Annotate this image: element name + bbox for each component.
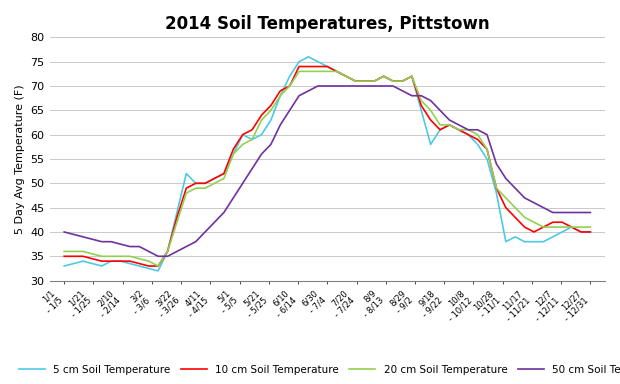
20 cm Soil Temperature: [587, 225, 594, 229]
50 cm Soil Temperature: [436, 108, 444, 113]
50 cm Soil Temperature: [211, 220, 218, 225]
10 cm Soil Temperature: [446, 122, 453, 127]
50 cm Soil Temperature: [446, 118, 453, 122]
20 cm Soil Temperature: [60, 249, 68, 254]
Line: 5 cm Soil Temperature: 5 cm Soil Temperature: [64, 57, 590, 271]
50 cm Soil Temperature: [154, 254, 162, 258]
5 cm Soil Temperature: [60, 264, 68, 268]
Y-axis label: 5 Day Avg Temperature (F): 5 Day Avg Temperature (F): [15, 84, 25, 234]
20 cm Soil Temperature: [211, 181, 218, 185]
20 cm Soil Temperature: [154, 264, 162, 268]
5 cm Soil Temperature: [79, 259, 87, 263]
10 cm Soil Temperature: [305, 64, 312, 69]
20 cm Soil Temperature: [295, 69, 303, 74]
10 cm Soil Temperature: [60, 254, 68, 258]
5 cm Soil Temperature: [154, 268, 162, 273]
5 cm Soil Temperature: [89, 261, 96, 266]
50 cm Soil Temperature: [295, 93, 303, 98]
5 cm Soil Temperature: [211, 176, 218, 181]
50 cm Soil Temperature: [314, 84, 322, 88]
5 cm Soil Temperature: [446, 122, 453, 127]
Line: 10 cm Soil Temperature: 10 cm Soil Temperature: [64, 66, 590, 266]
Title: 2014 Soil Temperatures, Pittstown: 2014 Soil Temperatures, Pittstown: [165, 15, 490, 33]
Line: 50 cm Soil Temperature: 50 cm Soil Temperature: [64, 86, 590, 256]
10 cm Soil Temperature: [295, 64, 303, 69]
20 cm Soil Temperature: [436, 122, 444, 127]
10 cm Soil Temperature: [211, 176, 218, 181]
10 cm Soil Temperature: [436, 127, 444, 132]
Line: 20 cm Soil Temperature: 20 cm Soil Temperature: [64, 71, 590, 266]
5 cm Soil Temperature: [305, 55, 312, 59]
5 cm Soil Temperature: [295, 60, 303, 64]
50 cm Soil Temperature: [89, 237, 96, 242]
20 cm Soil Temperature: [305, 69, 312, 74]
20 cm Soil Temperature: [89, 252, 96, 256]
Legend: 5 cm Soil Temperature, 10 cm Soil Temperature, 20 cm Soil Temperature, 50 cm Soi: 5 cm Soil Temperature, 10 cm Soil Temper…: [14, 361, 620, 379]
10 cm Soil Temperature: [587, 230, 594, 234]
20 cm Soil Temperature: [79, 249, 87, 254]
50 cm Soil Temperature: [60, 230, 68, 234]
10 cm Soil Temperature: [79, 254, 87, 258]
10 cm Soil Temperature: [145, 264, 153, 268]
50 cm Soil Temperature: [587, 210, 594, 215]
20 cm Soil Temperature: [446, 122, 453, 127]
5 cm Soil Temperature: [436, 127, 444, 132]
50 cm Soil Temperature: [79, 235, 87, 239]
10 cm Soil Temperature: [89, 257, 96, 261]
5 cm Soil Temperature: [587, 230, 594, 234]
